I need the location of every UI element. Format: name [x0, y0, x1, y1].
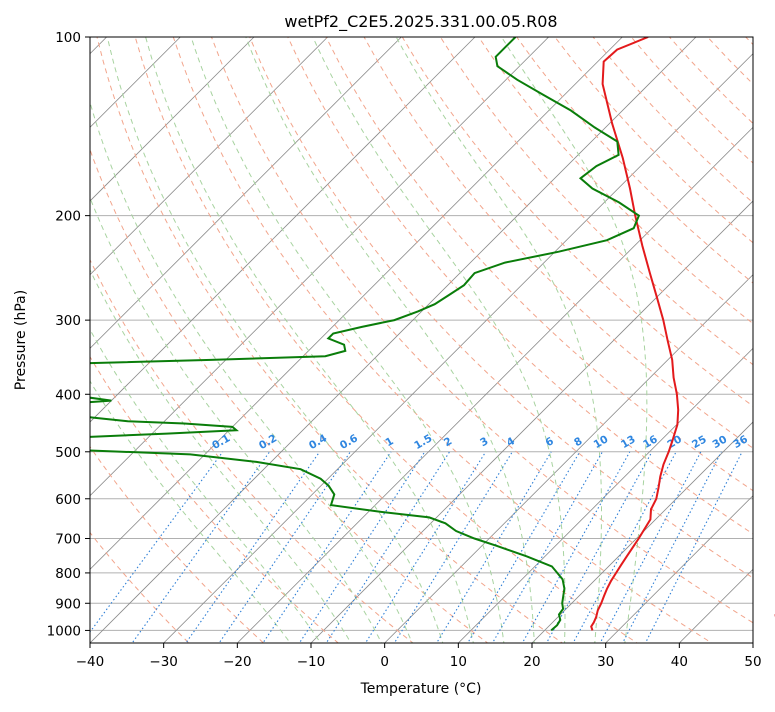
x-tick-label: 40 [671, 654, 688, 670]
y-tick-label: 400 [55, 387, 81, 403]
y-axis-label: Pressure (hPa) [13, 290, 29, 390]
x-tick-label: −30 [149, 654, 178, 670]
x-tick-label: 20 [523, 654, 540, 670]
chart-title: wetPf2_C2E5.2025.331.00.05.R08 [284, 12, 557, 32]
y-tick-label: 100 [55, 30, 81, 46]
x-axis-label: Temperature (°C) [360, 681, 482, 697]
x-tick-label: 30 [597, 654, 614, 670]
y-tick-label: 800 [55, 566, 81, 582]
x-tick-label: 0 [380, 654, 389, 670]
x-tick-label: −10 [297, 654, 326, 670]
x-tick-label: 10 [450, 654, 467, 670]
y-tick-label: 200 [55, 209, 81, 225]
y-tick-label: 900 [55, 596, 81, 612]
y-tick-label: 600 [55, 492, 81, 508]
y-tick-label: 700 [55, 532, 81, 548]
x-tick-label: −20 [223, 654, 252, 670]
y-tick-label: 500 [55, 445, 81, 461]
y-tick-label: 300 [55, 313, 81, 329]
x-tick-label: 50 [744, 654, 761, 670]
x-tick-label: −40 [76, 654, 105, 670]
y-tick-label: 1000 [47, 623, 81, 639]
